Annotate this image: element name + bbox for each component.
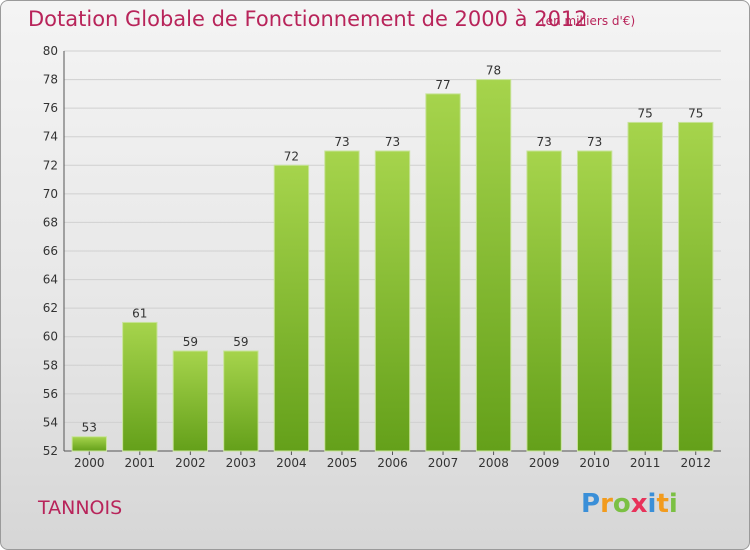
y-tick-label: 80 [43, 44, 58, 58]
y-tick-label: 56 [43, 387, 58, 401]
y-tick-label: 58 [43, 358, 58, 372]
y-tick-label: 52 [43, 444, 58, 458]
bar-2001 [122, 321, 158, 452]
bar-2005 [324, 150, 360, 452]
data-label-2010: 73 [587, 135, 602, 149]
y-tick-label: 64 [43, 273, 58, 287]
bar-2008 [475, 79, 512, 452]
logo-letter: o [612, 489, 631, 519]
x-tick-label-2003: 2003 [226, 456, 257, 470]
data-label-2002: 59 [183, 335, 198, 349]
bar-2000 [71, 436, 107, 452]
logo-letter: t [656, 489, 669, 519]
y-tick-label: 78 [43, 73, 58, 87]
x-tick-label-2001: 2001 [125, 456, 156, 470]
y-tick-label: 76 [43, 101, 58, 115]
data-label-2009: 73 [536, 135, 551, 149]
data-label-2001: 61 [132, 306, 147, 320]
logo-letter: x [630, 489, 648, 519]
bar-2003 [223, 350, 259, 452]
y-tick-label: 72 [43, 158, 58, 172]
logo-letter: i [647, 489, 657, 519]
y-tick-label: 54 [43, 415, 58, 429]
bar-2007 [425, 93, 461, 452]
x-tick-label-2005: 2005 [327, 456, 358, 470]
data-labels: 53 61 59 59 72 73 73 77 78 73 73 75 75 [82, 64, 704, 435]
logo-letter: i [668, 489, 678, 519]
data-label-2000: 53 [82, 421, 97, 435]
proxiti-logo: Proxiti [581, 489, 678, 519]
data-label-2006: 73 [385, 135, 400, 149]
data-label-2012: 75 [688, 106, 703, 120]
x-tick-label-2011: 2011 [630, 456, 661, 470]
data-label-2011: 75 [638, 106, 653, 120]
bar-2002 [172, 350, 209, 452]
y-tick-label: 70 [43, 187, 58, 201]
x-tick-label-2004: 2004 [276, 456, 307, 470]
y-tick-label: 62 [43, 301, 58, 315]
bar-2010 [576, 150, 613, 452]
bar-2011 [627, 121, 663, 452]
y-tick-label: 66 [43, 244, 58, 258]
y-tick-label: 68 [43, 215, 58, 229]
y-tick-label: 74 [43, 130, 58, 144]
x-tick-label-2002: 2002 [175, 456, 206, 470]
commune-name: TANNOIS [38, 497, 123, 519]
bar-2009 [526, 150, 562, 452]
x-tick-label-2008: 2008 [478, 456, 509, 470]
data-label-2004: 72 [284, 149, 299, 163]
x-tick-label-2000: 2000 [74, 456, 105, 470]
x-tick-label-2012: 2012 [680, 456, 711, 470]
x-tick-label-2007: 2007 [428, 456, 459, 470]
unit-note: (en milliers d'€) [541, 14, 636, 28]
chart-title: Dotation Globale de Fonctionnement de 20… [28, 7, 588, 31]
data-label-2008: 78 [486, 64, 501, 78]
y-tick-label: 60 [43, 330, 58, 344]
bar-2006 [374, 150, 411, 452]
x-tick-label-2010: 2010 [579, 456, 610, 470]
logo-letter: r [600, 489, 613, 519]
bar-2012 [678, 121, 714, 452]
logo-letter: P [581, 489, 601, 519]
bar-2004 [273, 164, 310, 452]
data-label-2007: 77 [435, 78, 450, 92]
x-tick-label-2006: 2006 [377, 456, 408, 470]
bars [71, 79, 714, 452]
x-tick-label-2009: 2009 [529, 456, 560, 470]
tick-labels: 52 54 56 58 60 62 64 66 68 70 72 74 76 78 80 2000 2001 20… [43, 44, 711, 470]
data-label-2003: 59 [233, 335, 248, 349]
data-label-2005: 73 [334, 135, 349, 149]
